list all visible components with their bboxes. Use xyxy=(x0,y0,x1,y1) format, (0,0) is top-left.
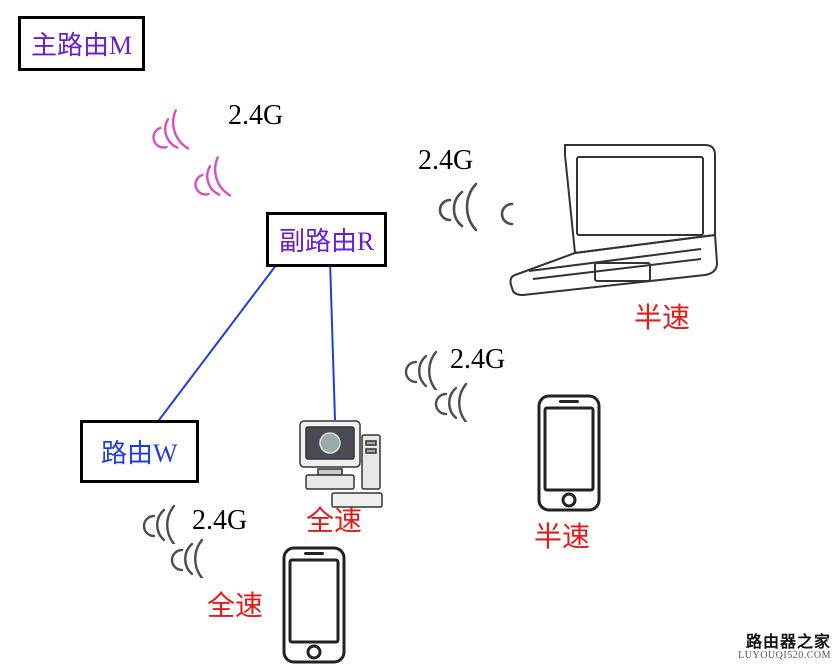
router-w-label: 路由W xyxy=(101,439,178,468)
wifi-icon-top-b xyxy=(192,155,252,199)
speed-half-phone1: 半速 xyxy=(534,515,590,555)
watermark-sub: LUYOUQI520.COM xyxy=(738,651,831,661)
wifi-icon-top-a xyxy=(150,108,210,152)
router-r-label: 副路由R xyxy=(279,227,374,256)
band-label-phone1: 2.4G xyxy=(450,344,505,376)
connection-lines xyxy=(0,0,839,667)
desktop-pc-icon xyxy=(292,415,392,515)
laptop-icon xyxy=(505,135,730,305)
band-label-top: 2.4G xyxy=(228,100,283,132)
router-r-node: 副路由R xyxy=(266,212,387,267)
speed-full-phone2: 全速 xyxy=(207,584,263,624)
watermark: 路由器之家 LUYOUQI520.COM xyxy=(738,635,831,661)
router-m-node: 主路由M xyxy=(18,16,145,71)
watermark-title: 路由器之家 xyxy=(738,635,831,651)
wifi-icon-phone1-b xyxy=(434,382,486,422)
edge-r-pc xyxy=(330,260,335,420)
phone1-icon xyxy=(535,392,603,514)
router-w-node: 路由W xyxy=(80,420,199,483)
wifi-icon-phone2-b xyxy=(170,538,222,578)
band-label-laptop: 2.4G xyxy=(418,145,473,177)
router-m-label: 主路由M xyxy=(31,31,132,60)
edge-r-w xyxy=(150,260,280,432)
phone2-icon xyxy=(280,544,348,666)
band-label-phone2: 2.4G xyxy=(192,505,247,537)
